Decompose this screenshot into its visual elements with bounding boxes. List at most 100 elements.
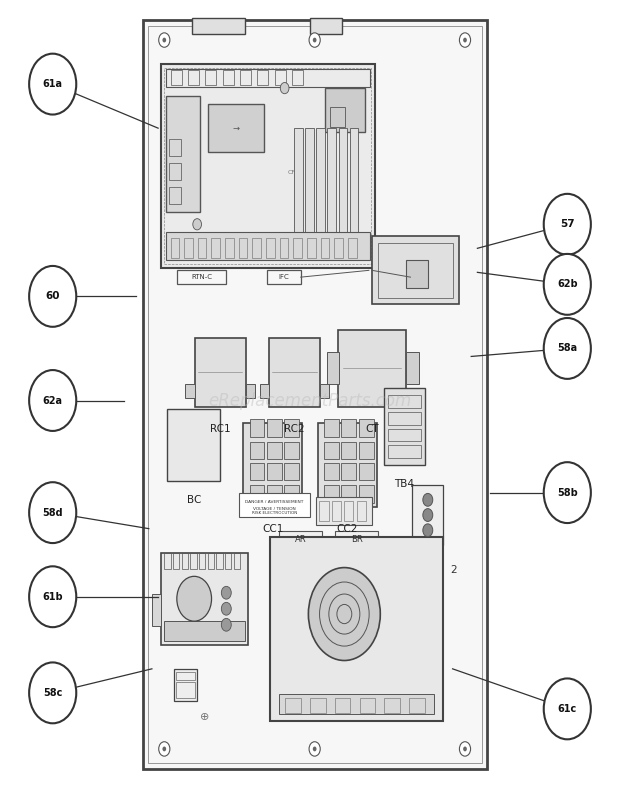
FancyBboxPatch shape — [335, 531, 378, 549]
Text: CT: CT — [365, 424, 379, 434]
FancyBboxPatch shape — [185, 384, 195, 398]
FancyBboxPatch shape — [260, 384, 269, 398]
FancyBboxPatch shape — [270, 537, 443, 721]
FancyBboxPatch shape — [166, 232, 370, 260]
FancyBboxPatch shape — [412, 485, 443, 545]
Circle shape — [193, 219, 202, 230]
Circle shape — [162, 38, 166, 42]
Circle shape — [544, 318, 591, 379]
FancyBboxPatch shape — [239, 493, 310, 517]
FancyBboxPatch shape — [285, 420, 299, 437]
Circle shape — [29, 482, 76, 543]
Text: 57: 57 — [560, 219, 575, 229]
Circle shape — [544, 254, 591, 315]
FancyBboxPatch shape — [327, 352, 339, 384]
FancyBboxPatch shape — [324, 420, 339, 437]
FancyBboxPatch shape — [342, 441, 356, 460]
FancyBboxPatch shape — [342, 485, 356, 503]
Text: 62b: 62b — [557, 280, 578, 289]
FancyBboxPatch shape — [406, 260, 428, 288]
FancyBboxPatch shape — [249, 485, 264, 503]
FancyBboxPatch shape — [243, 423, 303, 506]
Circle shape — [159, 33, 170, 47]
Circle shape — [313, 38, 317, 42]
Circle shape — [459, 33, 471, 47]
Text: 58a: 58a — [557, 344, 577, 353]
FancyBboxPatch shape — [164, 621, 245, 641]
FancyBboxPatch shape — [350, 128, 358, 236]
FancyBboxPatch shape — [316, 497, 372, 525]
Circle shape — [177, 576, 211, 622]
FancyBboxPatch shape — [285, 485, 299, 503]
FancyBboxPatch shape — [359, 485, 374, 503]
Text: 58d: 58d — [42, 508, 63, 517]
Text: 60: 60 — [45, 292, 60, 301]
Text: BC: BC — [187, 495, 201, 505]
FancyBboxPatch shape — [161, 64, 374, 268]
FancyBboxPatch shape — [174, 669, 197, 701]
FancyBboxPatch shape — [310, 18, 342, 34]
Circle shape — [423, 524, 433, 537]
Text: 61c: 61c — [557, 704, 577, 714]
Circle shape — [162, 747, 166, 751]
Circle shape — [463, 747, 467, 751]
FancyBboxPatch shape — [359, 441, 374, 460]
Text: VOLTAGE / TENSION: VOLTAGE / TENSION — [253, 507, 296, 510]
FancyBboxPatch shape — [167, 409, 220, 481]
Text: 58b: 58b — [557, 488, 578, 497]
Text: AR: AR — [295, 535, 306, 545]
Circle shape — [221, 618, 231, 631]
FancyBboxPatch shape — [318, 423, 377, 506]
FancyBboxPatch shape — [249, 420, 264, 437]
FancyBboxPatch shape — [359, 420, 374, 437]
FancyBboxPatch shape — [406, 352, 419, 384]
Text: 62a: 62a — [43, 396, 63, 405]
Circle shape — [544, 194, 591, 255]
FancyBboxPatch shape — [325, 88, 365, 132]
FancyBboxPatch shape — [192, 18, 245, 34]
Text: 61b: 61b — [42, 592, 63, 602]
FancyBboxPatch shape — [339, 128, 347, 236]
Text: ⊕: ⊕ — [200, 712, 210, 722]
Text: DANGER / AVERTISSEMENT: DANGER / AVERTISSEMENT — [245, 501, 304, 504]
FancyBboxPatch shape — [324, 485, 339, 503]
FancyBboxPatch shape — [152, 594, 161, 626]
FancyBboxPatch shape — [372, 236, 459, 304]
FancyBboxPatch shape — [320, 384, 329, 398]
Circle shape — [423, 493, 433, 506]
FancyBboxPatch shape — [384, 388, 425, 465]
FancyBboxPatch shape — [208, 104, 264, 152]
Circle shape — [308, 568, 380, 661]
FancyBboxPatch shape — [359, 462, 374, 480]
Text: IFC: IFC — [278, 274, 289, 280]
FancyBboxPatch shape — [327, 128, 336, 236]
Circle shape — [159, 742, 170, 756]
FancyBboxPatch shape — [161, 553, 248, 645]
FancyBboxPatch shape — [342, 420, 356, 437]
Text: RTN-C: RTN-C — [191, 274, 212, 280]
Circle shape — [29, 566, 76, 627]
Circle shape — [463, 38, 467, 42]
Text: 2: 2 — [451, 565, 458, 575]
FancyBboxPatch shape — [267, 462, 281, 480]
Circle shape — [309, 33, 321, 47]
Text: RC2: RC2 — [284, 424, 305, 434]
FancyBboxPatch shape — [324, 441, 339, 460]
Circle shape — [544, 678, 591, 739]
Text: 58c: 58c — [43, 688, 63, 698]
Text: BR: BR — [351, 535, 362, 545]
FancyBboxPatch shape — [267, 420, 281, 437]
FancyBboxPatch shape — [338, 330, 406, 406]
FancyBboxPatch shape — [279, 694, 434, 714]
Text: CF: CF — [288, 170, 295, 175]
FancyBboxPatch shape — [285, 441, 299, 460]
Circle shape — [313, 747, 317, 751]
Circle shape — [544, 462, 591, 523]
FancyBboxPatch shape — [305, 128, 314, 236]
Circle shape — [309, 742, 321, 756]
FancyBboxPatch shape — [279, 531, 322, 549]
Text: CC2: CC2 — [337, 524, 358, 534]
Circle shape — [221, 586, 231, 599]
FancyBboxPatch shape — [249, 441, 264, 460]
FancyBboxPatch shape — [267, 485, 281, 503]
